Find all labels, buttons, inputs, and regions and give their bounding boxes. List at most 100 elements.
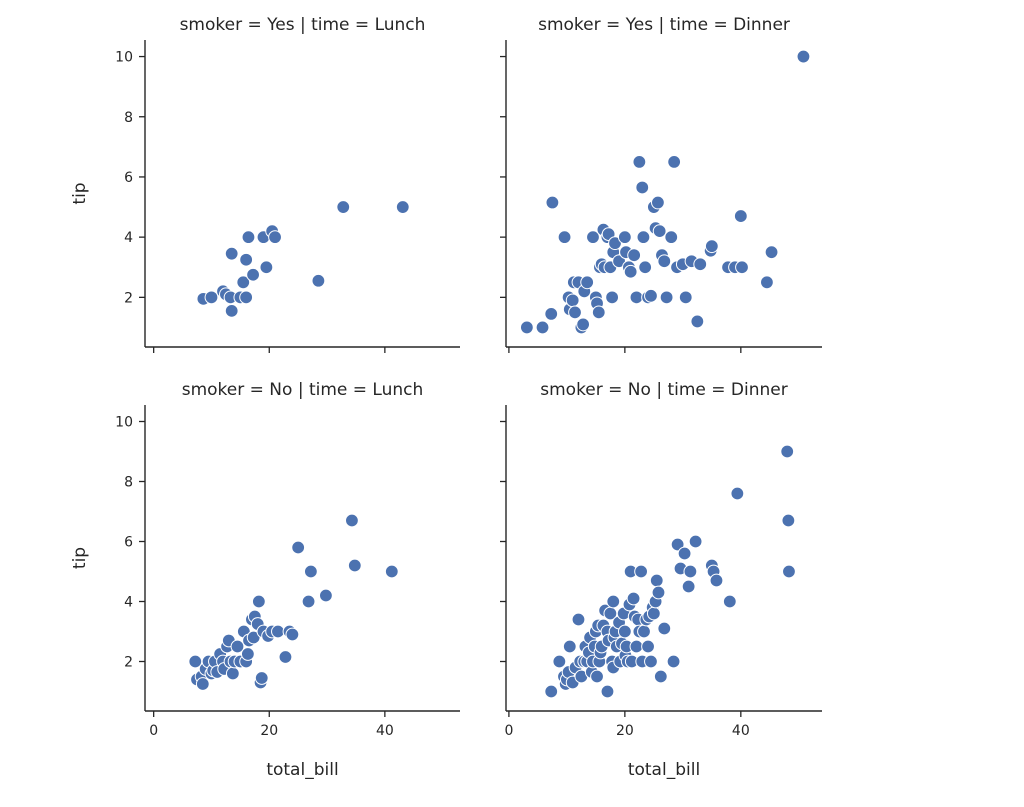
scatter-point [303,564,318,579]
scatter-point [644,288,658,303]
scatter-point [657,254,672,269]
scatter-point [651,585,666,600]
scatter-point [667,154,682,169]
x-tick-label: 20 [260,723,278,739]
scatter-point [259,260,274,275]
scatter-point [285,627,300,642]
scatter-point [644,654,658,669]
scatter-point [681,579,696,594]
scatter-point [236,275,251,290]
x-tick-label: 40 [376,723,394,739]
scatter-point [591,305,606,320]
x-axis-title: total_bill [266,760,338,780]
scatter-point [268,230,282,245]
y-tick-label: 10 [115,415,133,431]
scatter-point [722,594,737,609]
scatter-point [241,230,256,245]
scatter-point [781,513,796,528]
scatter-point [636,230,651,245]
scatter-point [782,564,796,579]
scatter-point [678,290,693,305]
y-axis-title: tip [70,547,90,569]
scatter-point [224,246,239,261]
scatter-point [704,239,719,254]
point-series [544,444,796,699]
panel-title: smoker = Yes | time = Dinner [538,15,790,35]
y-tick-label: 4 [124,595,133,611]
scatter-point [311,273,326,288]
scatter-point [586,230,600,245]
scatter-point [345,513,359,528]
point-series [188,513,399,691]
y-tick-label: 6 [124,170,133,186]
point-series [519,49,811,335]
facet-panels: smoker = Yes | time = Lunch 2 4 6 8 10 tip smok… [70,15,822,780]
x-tick-label: 0 [149,723,158,739]
y-tick-label: 2 [124,655,133,671]
scatter-point [571,612,586,627]
scatter-point [760,275,774,290]
scatter-point [626,591,641,606]
scatter-point [225,666,240,681]
scatter-point [617,624,632,639]
scatter-point [552,654,567,669]
scatter-point [627,248,642,263]
scatter-point [617,230,632,245]
scatter-point [653,669,668,684]
scatter-point [634,564,648,579]
scatter-point [395,200,410,214]
scatter-point [651,195,665,210]
x-tick-label: 40 [732,723,750,739]
scatter-point [545,195,560,210]
y-tick-label: 2 [124,290,133,306]
scatter-point [319,588,333,603]
scatter-point [612,254,626,269]
scatter-point [519,320,534,335]
scatter-point [224,303,239,318]
scatter-point [384,564,399,579]
panel-title: smoker = No | time = Dinner [540,380,787,400]
y-tick-label: 10 [115,50,133,66]
scatter-point [576,317,591,332]
y-tick-label: 8 [124,110,133,126]
scatter-point [580,275,595,290]
scatter-point [544,306,559,321]
scatter-point [641,639,655,654]
scatter-point [629,639,644,654]
scatter-point [254,671,269,685]
scatter-point [535,320,550,335]
scatter-point [278,650,293,664]
scatter-point [246,630,261,645]
scatter-point [629,290,644,305]
scatter-point [635,180,650,195]
facet-panel: smoker = No | time = Lunch 2 4 6 8 10 0 20 40 tip… [70,380,460,780]
scatter-point [336,200,351,214]
y-tick-label: 4 [124,230,133,246]
point-series [196,200,410,318]
facet-panel: smoker = No | time = Dinner 0 20 40 total_bi… [500,380,822,780]
scatter-point [565,293,580,308]
x-tick-label: 20 [616,723,634,739]
scatter-point [649,573,664,588]
scatter-point [608,236,622,251]
scatter-point [666,654,681,669]
scatter-point [690,314,705,329]
scatter-point [659,290,674,305]
scatter-point [683,564,698,579]
panel-title: smoker = No | time = Lunch [182,380,424,400]
scatter-point [693,257,708,272]
scatter-point [251,594,266,609]
scatter-point [204,290,219,305]
scatter-point [544,684,559,699]
panel-title: smoker = Yes | time = Lunch [180,15,426,35]
scatter-point [677,546,692,561]
scatter-point [735,260,749,275]
scatter-point [646,606,661,621]
scatter-point [780,444,795,459]
scatter-point [605,290,620,305]
x-axis-title: total_bill [628,760,700,780]
scatter-point [733,209,748,223]
scatter-point [632,154,647,169]
scatter-point [557,230,572,245]
scatter-point [600,684,615,699]
